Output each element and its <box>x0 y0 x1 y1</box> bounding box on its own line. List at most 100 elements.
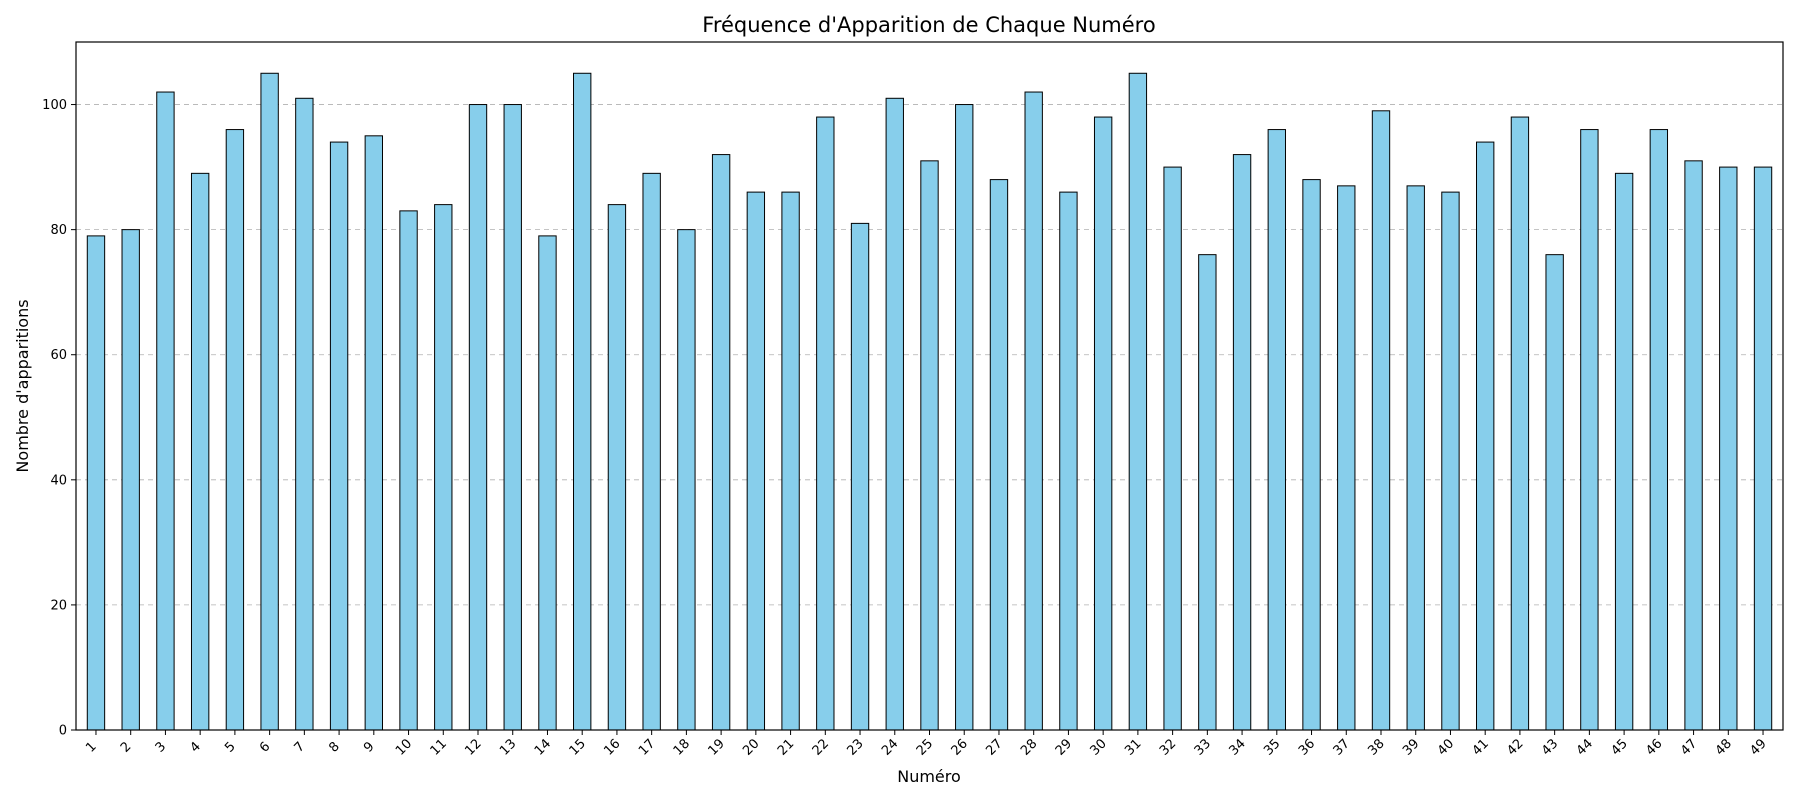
bar-40 <box>1441 191 1460 731</box>
x-tick-label: 27 <box>983 736 1005 758</box>
bar-3 <box>156 91 175 731</box>
x-tick-label: 4 <box>187 739 203 755</box>
bar-1 <box>86 235 106 731</box>
bar-44 <box>1580 129 1599 731</box>
bar-30 <box>1093 116 1113 731</box>
bar-11 <box>434 204 453 731</box>
x-tick-label: 44 <box>1574 736 1596 758</box>
bar-6 <box>260 72 279 731</box>
x-tick-label: 30 <box>1088 736 1110 758</box>
bar-21 <box>781 191 800 731</box>
x-tick-label: 5 <box>222 739 238 755</box>
bar-47 <box>1684 160 1703 731</box>
x-tick-label: 28 <box>1018 736 1040 758</box>
bar-46 <box>1649 129 1669 731</box>
x-tick-label: 47 <box>1678 736 1700 758</box>
x-axis: 1 2 3 4 5 6 7 8 9 10 11 12 13 14 15 16 17 18 19 20 21 22 23 24 2… <box>83 730 1770 759</box>
x-tick-label: 26 <box>949 736 971 758</box>
bar-8 <box>329 141 349 731</box>
y-tick-label: 0 <box>59 724 67 739</box>
bar-28 <box>1024 91 1043 731</box>
bar-13 <box>503 104 522 731</box>
y-tick-label: 20 <box>50 598 67 613</box>
x-tick-label: 36 <box>1296 736 1318 758</box>
x-tick-label: 39 <box>1400 736 1422 758</box>
x-tick-label: 31 <box>1122 736 1144 758</box>
bar-37 <box>1337 185 1356 731</box>
x-tick-label: 25 <box>914 736 936 758</box>
bar-32 <box>1163 166 1182 731</box>
x-tick-label: 10 <box>393 736 415 758</box>
bar-27 <box>989 179 1009 731</box>
x-tick-label: 14 <box>532 736 554 758</box>
bar-18 <box>677 229 696 731</box>
bar-38 <box>1371 110 1391 731</box>
bar-34 <box>1232 154 1252 731</box>
x-tick-label: 32 <box>1157 736 1179 758</box>
x-tick-label: 48 <box>1713 736 1735 758</box>
x-tick-label: 22 <box>810 736 832 758</box>
x-tick-label: 9 <box>361 739 377 755</box>
x-tick-label: 45 <box>1608 736 1630 758</box>
bar-17 <box>642 172 661 731</box>
x-tick-label: 40 <box>1435 736 1457 758</box>
x-tick-label: 42 <box>1504 736 1526 758</box>
bar-48 <box>1719 166 1738 731</box>
bar-29 <box>1059 191 1078 731</box>
x-tick-label: 46 <box>1643 736 1665 758</box>
x-tick-label: 2 <box>118 739 134 755</box>
bar-9 <box>364 135 383 731</box>
x-tick-label: 18 <box>671 736 693 758</box>
bar-41 <box>1476 141 1495 731</box>
x-tick-label: 17 <box>636 736 658 758</box>
bar-49 <box>1753 166 1773 731</box>
x-tick-label: 21 <box>775 736 797 758</box>
y-axis: 0 20 40 60 80 100 <box>42 98 76 739</box>
y-tick-label: 100 <box>42 98 67 113</box>
bar-16 <box>607 204 627 731</box>
bar-36 <box>1302 179 1321 731</box>
bar-2 <box>121 229 140 731</box>
bar-45 <box>1614 172 1634 731</box>
x-tick-label: 29 <box>1053 736 1075 758</box>
bar-12 <box>468 104 488 731</box>
bars <box>86 72 1773 731</box>
bar-23 <box>850 222 870 731</box>
x-tick-label: 41 <box>1470 736 1492 758</box>
bar-43 <box>1545 254 1564 731</box>
x-tick-label: 13 <box>497 736 519 758</box>
bar-5 <box>225 129 245 731</box>
bar-33 <box>1198 254 1217 731</box>
bar-15 <box>573 72 592 731</box>
x-tick-label: 34 <box>1226 736 1248 758</box>
x-tick-label: 8 <box>326 739 342 755</box>
bar-39 <box>1406 185 1425 731</box>
bar-42 <box>1510 116 1530 731</box>
bar-35 <box>1267 129 1286 731</box>
bar-20 <box>746 191 766 731</box>
bar-14 <box>538 235 557 731</box>
x-tick-label: 49 <box>1747 736 1769 758</box>
x-tick-label: 7 <box>292 739 308 755</box>
x-tick-label: 15 <box>567 736 589 758</box>
x-tick-label: 43 <box>1539 736 1561 758</box>
x-tick-label: 33 <box>1192 736 1214 758</box>
bar-26 <box>955 104 974 731</box>
bar-31 <box>1128 72 1148 731</box>
bar-10 <box>399 210 418 731</box>
x-tick-label: 11 <box>428 736 450 758</box>
bar-22 <box>816 116 835 731</box>
x-tick-label: 12 <box>462 736 484 758</box>
x-tick-label: 35 <box>1261 736 1283 758</box>
bar-25 <box>920 160 939 731</box>
x-tick-label: 23 <box>844 736 866 758</box>
x-tick-label: 20 <box>740 736 762 758</box>
bar-4 <box>190 172 210 731</box>
x-tick-label: 6 <box>257 739 273 755</box>
y-axis-label: Nombre d'apparitions <box>13 299 32 472</box>
bar-24 <box>885 97 904 731</box>
x-tick-label: 24 <box>879 736 901 758</box>
bar-7 <box>295 97 314 731</box>
